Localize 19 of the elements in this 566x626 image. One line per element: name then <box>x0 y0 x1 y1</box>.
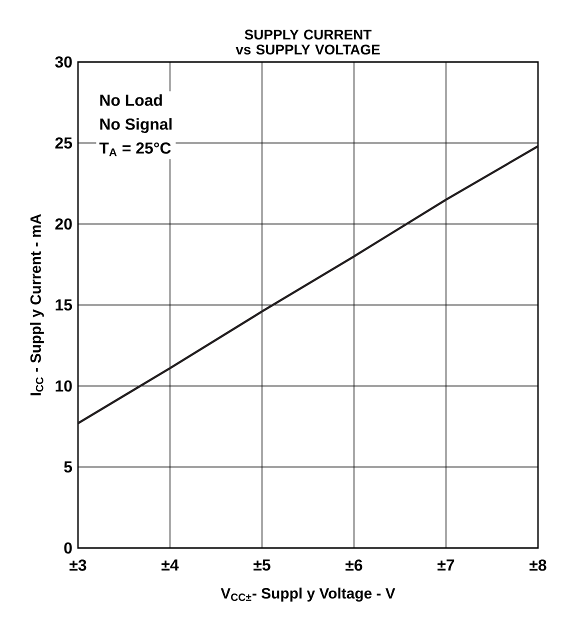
y-tick-label: 25 <box>55 137 72 149</box>
x-tick-label: ±6 <box>346 560 362 571</box>
y-tick-label: 5 <box>64 461 72 473</box>
x-tick-label: ±7 <box>438 560 454 570</box>
x-tick-label: ±4 <box>162 560 179 570</box>
y-axis-title: I$_{CC}$ - Suppl y Current - mA <box>30 214 44 396</box>
y-tick-label: 20 <box>55 218 72 230</box>
x-axis-title: V$_{CC±}$- Suppl y Voltage - V <box>220 588 396 602</box>
y-tick-label: 15 <box>56 299 72 311</box>
annotation: No Signal <box>100 118 172 134</box>
y-tick-label: 30 <box>55 56 72 68</box>
annotation: T$_{A}$ = 25°C <box>99 142 171 156</box>
y-tick-label: 10 <box>56 380 72 392</box>
x-tick-label: ±8 <box>530 560 546 571</box>
x-tick-label: ±3 <box>70 560 86 571</box>
chart-title: SUPPLY CURRENT vs SUPPLY VOLTAGE <box>236 30 380 54</box>
annotation: No Load <box>100 94 162 106</box>
x-tick-label: ±5 <box>254 560 270 571</box>
y-tick-label: 0 <box>64 542 72 554</box>
